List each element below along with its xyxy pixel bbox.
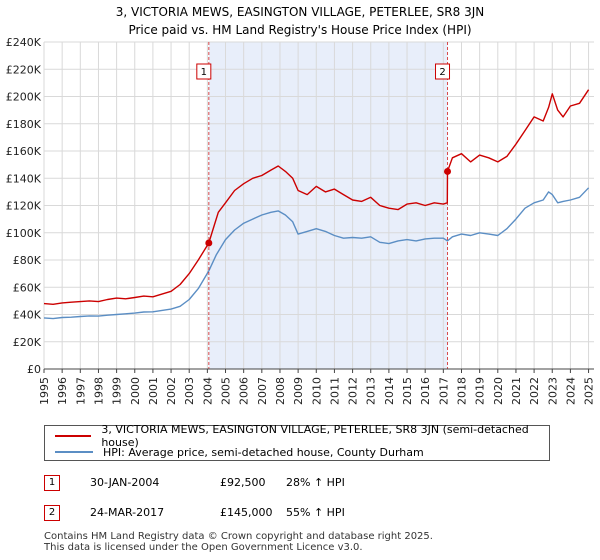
legend-item-property: 3, VICTORIA MEWS, EASINGTON VILLAGE, PET… [55,423,549,449]
x-tick-label: 2002 [165,377,178,405]
axes: £0 £20K £40K £60K £80K £100K £120K £140K £160K £1… [6,36,596,405]
y-tick-label: £60K [13,281,42,294]
x-tick-label: 2003 [183,377,196,405]
x-tick-label: 2004 [201,377,214,405]
x-tick-label: 1996 [56,377,69,405]
y-tick-label: £80K [13,254,42,267]
sale-badge: 2 [44,505,60,521]
y-tick-label: £0 [27,363,41,376]
sale-label-text: 1 [201,67,207,78]
x-tick-label: 2001 [147,377,160,405]
sale-point [205,239,213,247]
footer-line1: Contains HM Land Registry data © Crown c… [44,531,433,542]
sale-label-text: 2 [439,67,445,78]
legend-swatch-hpi [55,451,93,453]
y-tick-label: £120K [6,200,42,213]
x-tick-label: 2015 [401,377,414,405]
sale-hpi-change: 28% ↑ HPI [286,476,345,489]
y-tick-label: £40K [13,309,42,322]
x-tick-label: 1995 [38,377,51,405]
x-tick-label: 2021 [510,377,523,405]
footer-line2: This data is licensed under the Open Gov… [44,542,363,553]
y-tick-label: £240K [6,36,42,49]
sale-price: £92,500 [220,476,266,489]
series-layer [43,89,590,320]
x-tick-label: 1997 [74,377,87,405]
x-tick-label: 2016 [419,377,432,405]
sale-date: 30-JAN-2004 [90,476,160,489]
legend-label-property: 3, VICTORIA MEWS, EASINGTON VILLAGE, PET… [101,423,529,449]
legend-label-hpi: HPI: Average price, semi-detached house,… [103,445,424,459]
x-tick-label: 2008 [274,377,287,405]
x-tick-label: 2006 [238,377,251,405]
legend-swatch-property [55,435,92,437]
x-tick-label: 1998 [92,377,105,405]
x-tick-label: 2025 [583,377,596,405]
x-tick-label: 2009 [292,377,305,405]
x-tick-label: 2010 [310,377,323,405]
y-tick-label: £220K [6,63,42,76]
y-tick-label: £20K [13,336,42,349]
y-tick-label: £180K [6,118,42,131]
x-tick-label: 2012 [347,377,360,405]
sale-price: £145,000 [220,506,273,519]
y-tick-label: £200K [6,91,42,104]
sale-badge: 1 [44,475,60,491]
y-tick-label: £100K [6,227,42,240]
x-tick-label: 2019 [474,377,487,405]
chart-title: 3, VICTORIA MEWS, EASINGTON VILLAGE, PET… [0,3,600,39]
sale-date: 24-MAR-2017 [90,506,165,519]
sale-label-box [435,63,451,80]
grid-lines [43,41,594,370]
y-tick-label: £140K [6,172,42,185]
chart-title-line1: 3, VICTORIA MEWS, EASINGTON VILLAGE, PET… [115,5,485,19]
x-tick-label: 2017 [437,377,450,405]
chart-title-line2: Price paid vs. HM Land Registry's House … [128,23,472,37]
legend: 3, VICTORIA MEWS, EASINGTON VILLAGE, PET… [44,423,550,461]
sale-point [444,167,452,175]
series-line-hpi [43,187,590,320]
sale-hpi-change: 55% ↑ HPI [286,506,345,519]
x-tick-label: 2022 [528,377,541,405]
x-tick-label: 2000 [129,377,142,405]
x-tick-label: 1999 [111,377,124,405]
x-tick-label: 2013 [365,377,378,405]
sale-label-box [196,63,212,80]
legend-item-hpi: HPI: Average price, semi-detached house,… [55,444,424,460]
x-tick-label: 2007 [256,377,269,405]
x-tick-label: 2024 [564,377,577,405]
footer: Contains HM Land Registry data © Crown c… [44,531,433,553]
y-tick-label: £160K [6,145,42,158]
series-line-property [43,89,590,305]
x-tick-label: 2014 [383,377,396,405]
x-tick-label: 2018 [455,377,468,405]
x-tick-label: 2011 [328,377,341,405]
x-tick-label: 2020 [492,377,505,405]
x-tick-label: 2023 [546,377,559,405]
x-tick-label: 2005 [220,377,233,405]
